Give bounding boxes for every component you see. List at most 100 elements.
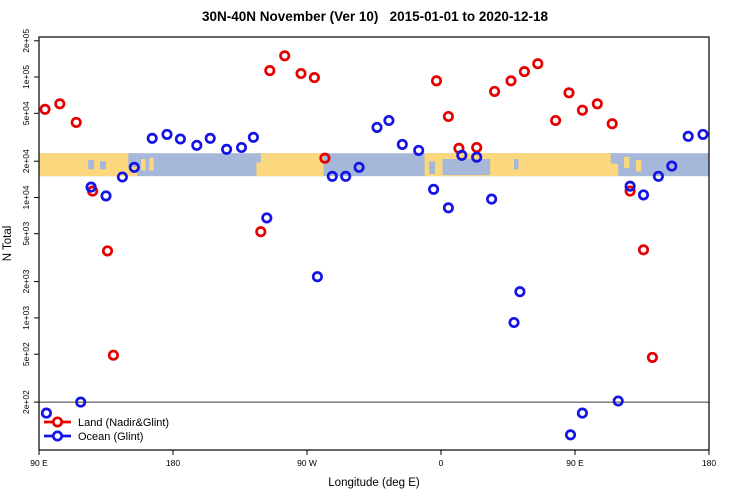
data-point-ocean: [326, 170, 338, 182]
map-band-sea-patch: [514, 159, 519, 170]
map-band-land: [636, 160, 642, 172]
data-point-ocean: [204, 132, 216, 144]
data-point-land: [70, 116, 82, 128]
data-point-ocean: [413, 144, 425, 156]
data-point-ocean: [612, 395, 624, 407]
x-tick-label: 90 E: [566, 458, 584, 468]
map-band-land: [624, 156, 630, 169]
data-point-land: [646, 351, 658, 363]
data-point-land: [319, 152, 331, 164]
data-point-land: [54, 98, 66, 110]
data-point-land: [606, 118, 618, 130]
data-point-land: [576, 104, 588, 116]
y-tick-label: 2e+02: [21, 390, 31, 414]
data-point-land: [532, 58, 544, 70]
map-band-land: [141, 159, 146, 171]
data-point-ocean: [75, 396, 87, 408]
legend-marker-icon: [51, 416, 64, 428]
y-tick-label: 2e+04: [21, 149, 31, 173]
data-point-ocean: [624, 180, 636, 192]
y-tick-label: 5e+02: [21, 342, 31, 366]
data-point-ocean: [383, 114, 395, 127]
data-point-land: [308, 72, 320, 84]
data-point-ocean: [666, 160, 678, 172]
data-point-land: [442, 110, 454, 123]
data-point-land: [471, 141, 483, 154]
data-point-land: [489, 85, 501, 97]
y-tick-label: 1e+04: [21, 185, 31, 209]
data-point-ocean: [247, 131, 259, 143]
legend-label: Ocean (Glint): [78, 431, 143, 443]
y-tick-label: 1e+03: [21, 306, 31, 330]
map-band-land: [149, 157, 154, 171]
data-point-ocean: [191, 139, 203, 151]
data-point-ocean: [128, 161, 140, 173]
data-point-ocean: [471, 151, 483, 163]
legend-label: Land (Nadir&Glint): [78, 417, 169, 429]
data-point-ocean: [456, 149, 468, 161]
data-point-ocean: [235, 141, 248, 154]
data-point-ocean: [697, 128, 709, 140]
data-point-ocean: [428, 183, 440, 195]
data-point-ocean: [576, 407, 588, 419]
x-axis: 90 E 180 90 W 0 90 E 180: [30, 450, 716, 468]
series-land: [39, 50, 658, 363]
data-point-land: [295, 67, 307, 80]
data-point-land: [279, 50, 291, 62]
data-point-land: [430, 75, 443, 87]
x-tick-label: 90 E: [30, 458, 48, 468]
x-tick-label: 180: [702, 458, 716, 468]
y-tick-label: 2e+03: [21, 269, 31, 293]
y-tick-label: 5e+03: [21, 221, 31, 245]
data-point-ocean: [353, 161, 365, 173]
data-point-ocean: [514, 286, 526, 298]
data-point-ocean: [221, 143, 233, 155]
x-axis-title: Longitude (deg E): [328, 477, 420, 489]
data-point-ocean: [311, 271, 323, 283]
map-band-sea-patch: [610, 153, 620, 164]
data-point-ocean: [396, 138, 408, 150]
data-point-land: [624, 185, 636, 197]
data-point-ocean: [261, 212, 273, 224]
map-band: [39, 153, 709, 177]
data-point-ocean: [146, 132, 158, 144]
data-point-land: [39, 103, 51, 115]
data-point-land: [101, 245, 114, 257]
y-tick-label: 5e+04: [21, 101, 31, 125]
map-band-sea-patch: [256, 153, 261, 163]
legend-marker-icon: [51, 430, 64, 442]
x-tick-label: 90 W: [297, 458, 317, 468]
x-tick-label: 180: [166, 458, 180, 468]
data-point-ocean: [486, 193, 498, 205]
map-band-sea-patch: [88, 160, 95, 170]
data-point-land: [563, 87, 575, 99]
map-band-sea-patch: [100, 161, 106, 170]
data-point-land: [518, 66, 530, 78]
map-band-sea-patch: [128, 153, 138, 167]
map-band-land: [256, 153, 324, 177]
data-point-ocean: [371, 121, 383, 133]
data-point-ocean: [100, 190, 112, 202]
data-point-land: [255, 226, 267, 238]
chart-title: 30N-40N November (Ver 10) 2015-01-01 to …: [202, 9, 548, 24]
series-ocean: [40, 114, 709, 441]
data-point-land: [107, 349, 119, 361]
y-tick-label: 2e+05: [21, 29, 31, 53]
map-band-sea-patch: [429, 161, 436, 174]
y-tick-label: 1e+05: [21, 65, 31, 89]
data-point-land: [505, 75, 517, 87]
data-point-ocean: [116, 171, 128, 183]
data-point-ocean: [174, 133, 186, 145]
data-point-land: [550, 114, 562, 127]
y-axis: 2e+05 1e+05 5e+04 2e+04 1e+04 5e+03 2e+03 1e+03…: [21, 29, 39, 414]
plot-border: [38, 36, 710, 451]
x-tick-label: 0: [439, 458, 444, 468]
data-point-ocean: [442, 202, 454, 214]
legend: Land (Nadir&Glint) Ocean (Glint): [44, 416, 169, 443]
y-axis-title: N Total: [2, 226, 14, 262]
data-point-ocean: [508, 316, 520, 329]
data-point-ocean: [40, 407, 52, 419]
data-point-ocean: [161, 128, 173, 140]
